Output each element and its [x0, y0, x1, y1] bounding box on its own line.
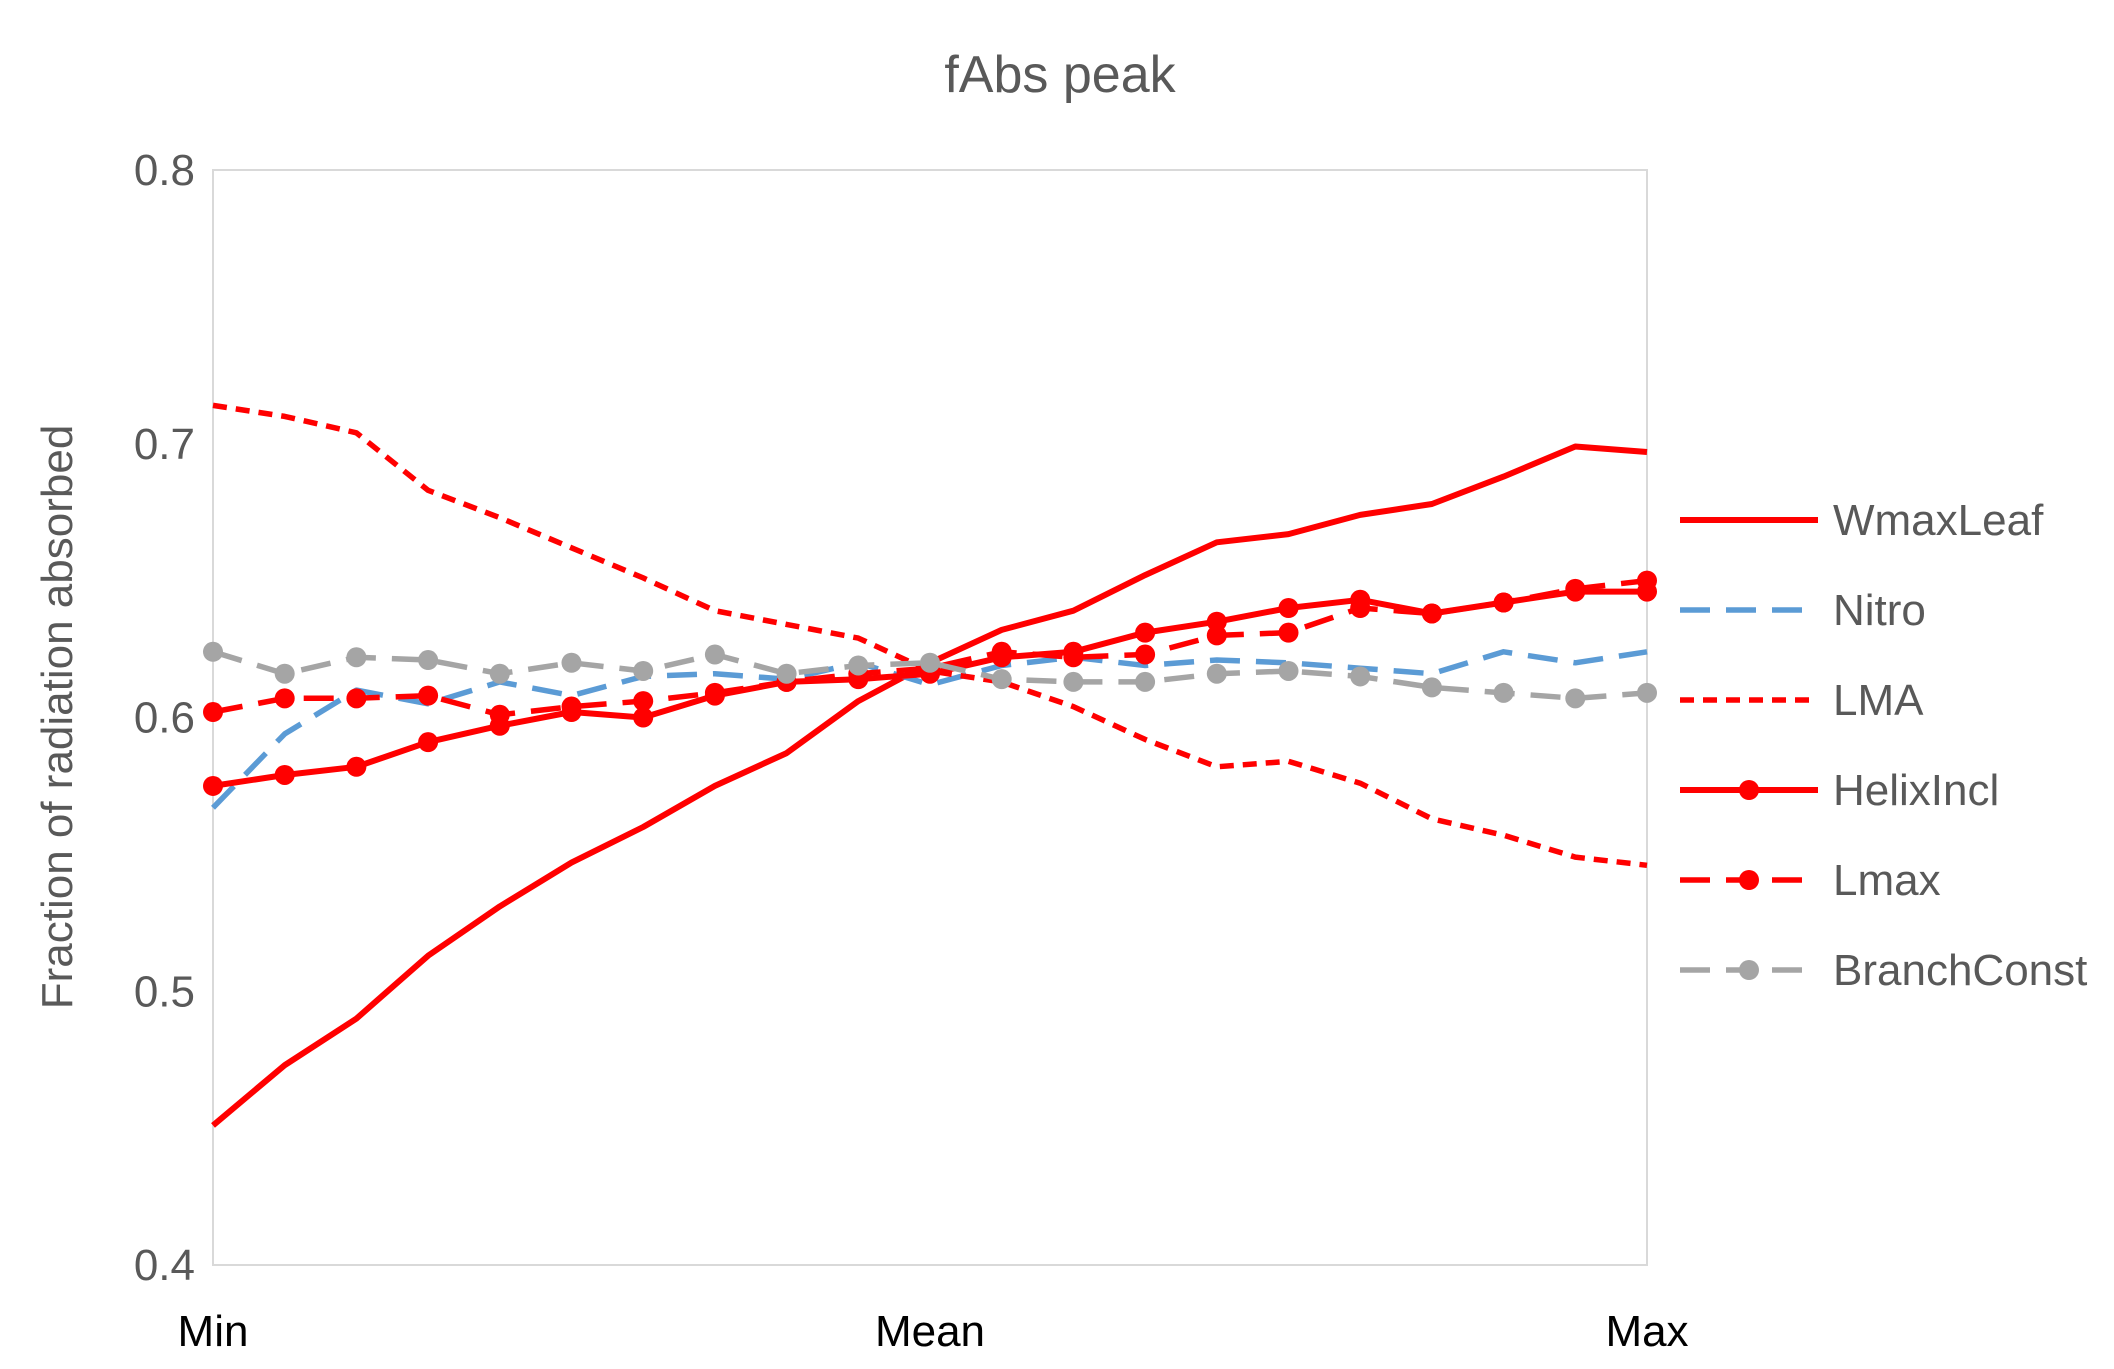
data-point — [1206, 625, 1227, 646]
data-point — [776, 663, 797, 684]
data-point — [274, 688, 295, 709]
series-wmaxleaf — [211, 443, 1648, 1128]
data-point — [1421, 677, 1442, 698]
data-point — [1135, 622, 1156, 643]
data-point — [561, 652, 582, 673]
legend-item: Nitro — [1680, 586, 1926, 635]
data-point — [1063, 671, 1084, 692]
data-point — [704, 644, 725, 665]
data-point — [1493, 682, 1514, 703]
data-point — [1278, 622, 1299, 643]
data-point — [1063, 647, 1084, 668]
data-point — [1135, 671, 1156, 692]
y-tick-label: 0.8 — [134, 146, 195, 195]
data-point — [1135, 644, 1156, 665]
data-point — [346, 756, 367, 777]
y-tick-label: 0.5 — [134, 967, 195, 1016]
y-tick-label: 0.4 — [134, 1241, 195, 1290]
series-line — [211, 443, 1648, 1128]
data-point — [418, 732, 439, 753]
legend-item: BranchConst — [1680, 946, 2087, 995]
data-point — [203, 702, 223, 723]
data-point — [991, 669, 1012, 690]
chart-title: fAbs peak — [944, 46, 1176, 104]
x-tick-label: Mean — [875, 1307, 985, 1356]
legend-label: Nitro — [1833, 586, 1926, 635]
data-point — [489, 704, 510, 725]
series-nitro — [211, 649, 1648, 810]
data-point — [203, 641, 223, 662]
data-point — [418, 650, 439, 671]
legend-label: Lmax — [1833, 856, 1941, 905]
series-line — [212, 577, 1648, 718]
y-axis-label: Fraction of radiation absorbed — [33, 425, 82, 1010]
legend-marker — [1739, 870, 1759, 890]
data-point — [1206, 663, 1227, 684]
data-point — [274, 764, 295, 785]
data-point — [633, 660, 654, 681]
legend-item: HelixIncl — [1680, 766, 1999, 815]
series-line — [211, 649, 1648, 810]
data-point — [203, 775, 223, 796]
data-point — [1565, 578, 1586, 599]
legend-marker — [1739, 780, 1759, 800]
plot-area-border — [212, 169, 1648, 1266]
legend-label: BranchConst — [1833, 946, 2087, 995]
data-point — [1493, 592, 1514, 613]
data-point — [418, 685, 439, 706]
data-point — [1350, 598, 1371, 618]
data-point — [991, 641, 1012, 662]
data-point — [1565, 688, 1586, 709]
data-point — [633, 691, 654, 712]
data-point — [1278, 598, 1299, 618]
y-tick-label: 0.6 — [134, 694, 195, 743]
data-point — [633, 707, 654, 728]
x-axis-ticks: Min Mean Max — [178, 1307, 1689, 1356]
data-point — [1278, 660, 1299, 681]
data-point — [1637, 570, 1657, 591]
legend-item: Lmax — [1680, 856, 1941, 905]
data-point — [1421, 603, 1442, 624]
data-point — [274, 663, 295, 684]
data-point — [346, 647, 367, 668]
legend-label: WmaxLeaf — [1833, 496, 2044, 545]
data-point — [489, 663, 510, 684]
series-lmax — [203, 570, 1657, 725]
data-point — [704, 682, 725, 703]
series-line — [212, 402, 1648, 869]
x-tick-label: Min — [178, 1307, 249, 1356]
x-tick-label: Max — [1605, 1307, 1688, 1356]
legend-marker — [1739, 960, 1759, 980]
y-tick-label: 0.7 — [134, 420, 195, 469]
legend-item: WmaxLeaf — [1680, 496, 2044, 545]
legend-item: LMA — [1680, 676, 1924, 725]
data-point — [920, 652, 940, 673]
legend-label: LMA — [1833, 676, 1924, 725]
data-point — [561, 696, 582, 717]
y-axis-ticks: 0.4 0.5 0.6 0.7 0.8 — [134, 146, 195, 1290]
legend: WmaxLeaf Nitro LMA HelixIncl Lmax BranchConst — [1680, 496, 2087, 995]
data-point — [1206, 611, 1227, 632]
data-point — [1350, 666, 1371, 687]
series-lma — [212, 402, 1648, 869]
legend-label: HelixIncl — [1833, 766, 1999, 815]
data-point — [1637, 682, 1657, 703]
data-point — [346, 688, 367, 709]
series-layer — [203, 402, 1657, 1128]
series-line — [212, 649, 1648, 702]
series-branchconst — [203, 641, 1657, 709]
data-point — [848, 655, 869, 676]
